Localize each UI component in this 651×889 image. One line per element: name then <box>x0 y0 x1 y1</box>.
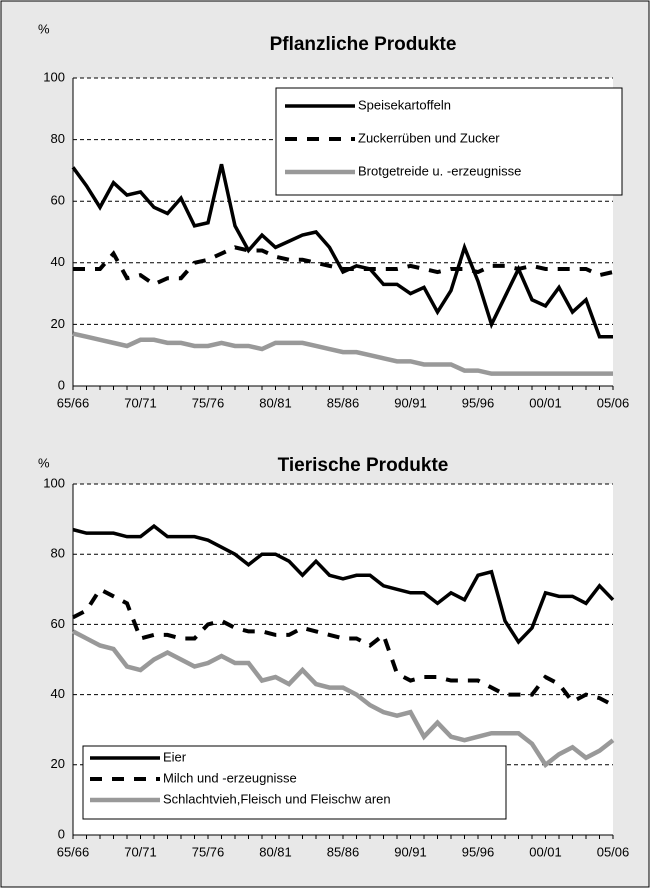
x-tick-label: 95/96 <box>462 395 495 410</box>
y-tick-label: 60 <box>51 193 65 208</box>
series-line <box>71 629 615 769</box>
y-tick-label: 100 <box>43 475 65 490</box>
y-axis-label: % <box>38 455 50 470</box>
x-tick-label: 00/01 <box>529 395 562 410</box>
y-axis-label: % <box>38 21 50 36</box>
y-tick-label: 20 <box>51 756 65 771</box>
legend-label: Speisekartoffeln <box>358 97 451 112</box>
y-tick-label: 40 <box>51 254 65 269</box>
x-tick-label: 85/86 <box>327 395 360 410</box>
chart-title: Pflanzliche Produkte <box>270 34 457 55</box>
y-tick-label: 20 <box>51 316 65 331</box>
series-line <box>73 245 614 287</box>
x-tick-label: 80/81 <box>259 844 292 859</box>
y-tick-label: 100 <box>43 69 65 84</box>
legend-label: Eier <box>163 749 187 764</box>
series-line <box>72 523 615 645</box>
y-tick-label: 0 <box>58 377 65 392</box>
x-tick-label: 65/66 <box>57 844 90 859</box>
x-tick-label: 75/76 <box>192 395 225 410</box>
series-line <box>71 163 613 339</box>
y-tick-label: 80 <box>51 131 65 146</box>
chart-title: Tierische Produkte <box>278 455 449 476</box>
legend-label: Schlachtvieh,Fleisch und Fleischw aren <box>163 791 391 806</box>
x-tick-label: 70/71 <box>124 395 157 410</box>
y-tick-label: 0 <box>58 826 65 841</box>
x-tick-label: 05/06 <box>597 844 630 859</box>
x-tick-label: 70/71 <box>124 844 157 859</box>
series-line <box>72 331 613 376</box>
legend-label: Zuckerrüben und Zucker <box>358 130 500 145</box>
x-tick-label: 00/01 <box>529 844 562 859</box>
x-tick-label: 80/81 <box>259 395 292 410</box>
x-tick-label: 95/96 <box>462 844 495 859</box>
x-tick-label: 85/86 <box>327 844 360 859</box>
y-tick-label: 40 <box>51 686 65 701</box>
x-tick-label: 05/06 <box>597 395 630 410</box>
x-tick-label: 90/91 <box>394 395 427 410</box>
x-tick-label: 75/76 <box>192 844 225 859</box>
y-tick-label: 80 <box>51 546 65 561</box>
x-tick-label: 90/91 <box>394 844 427 859</box>
x-tick-label: 65/66 <box>57 395 90 410</box>
y-tick-label: 60 <box>51 616 65 631</box>
legend-label: Milch und -erzeugnisse <box>163 770 297 785</box>
legend-label: Brotgetreide u. -erzeugnisse <box>358 163 521 178</box>
